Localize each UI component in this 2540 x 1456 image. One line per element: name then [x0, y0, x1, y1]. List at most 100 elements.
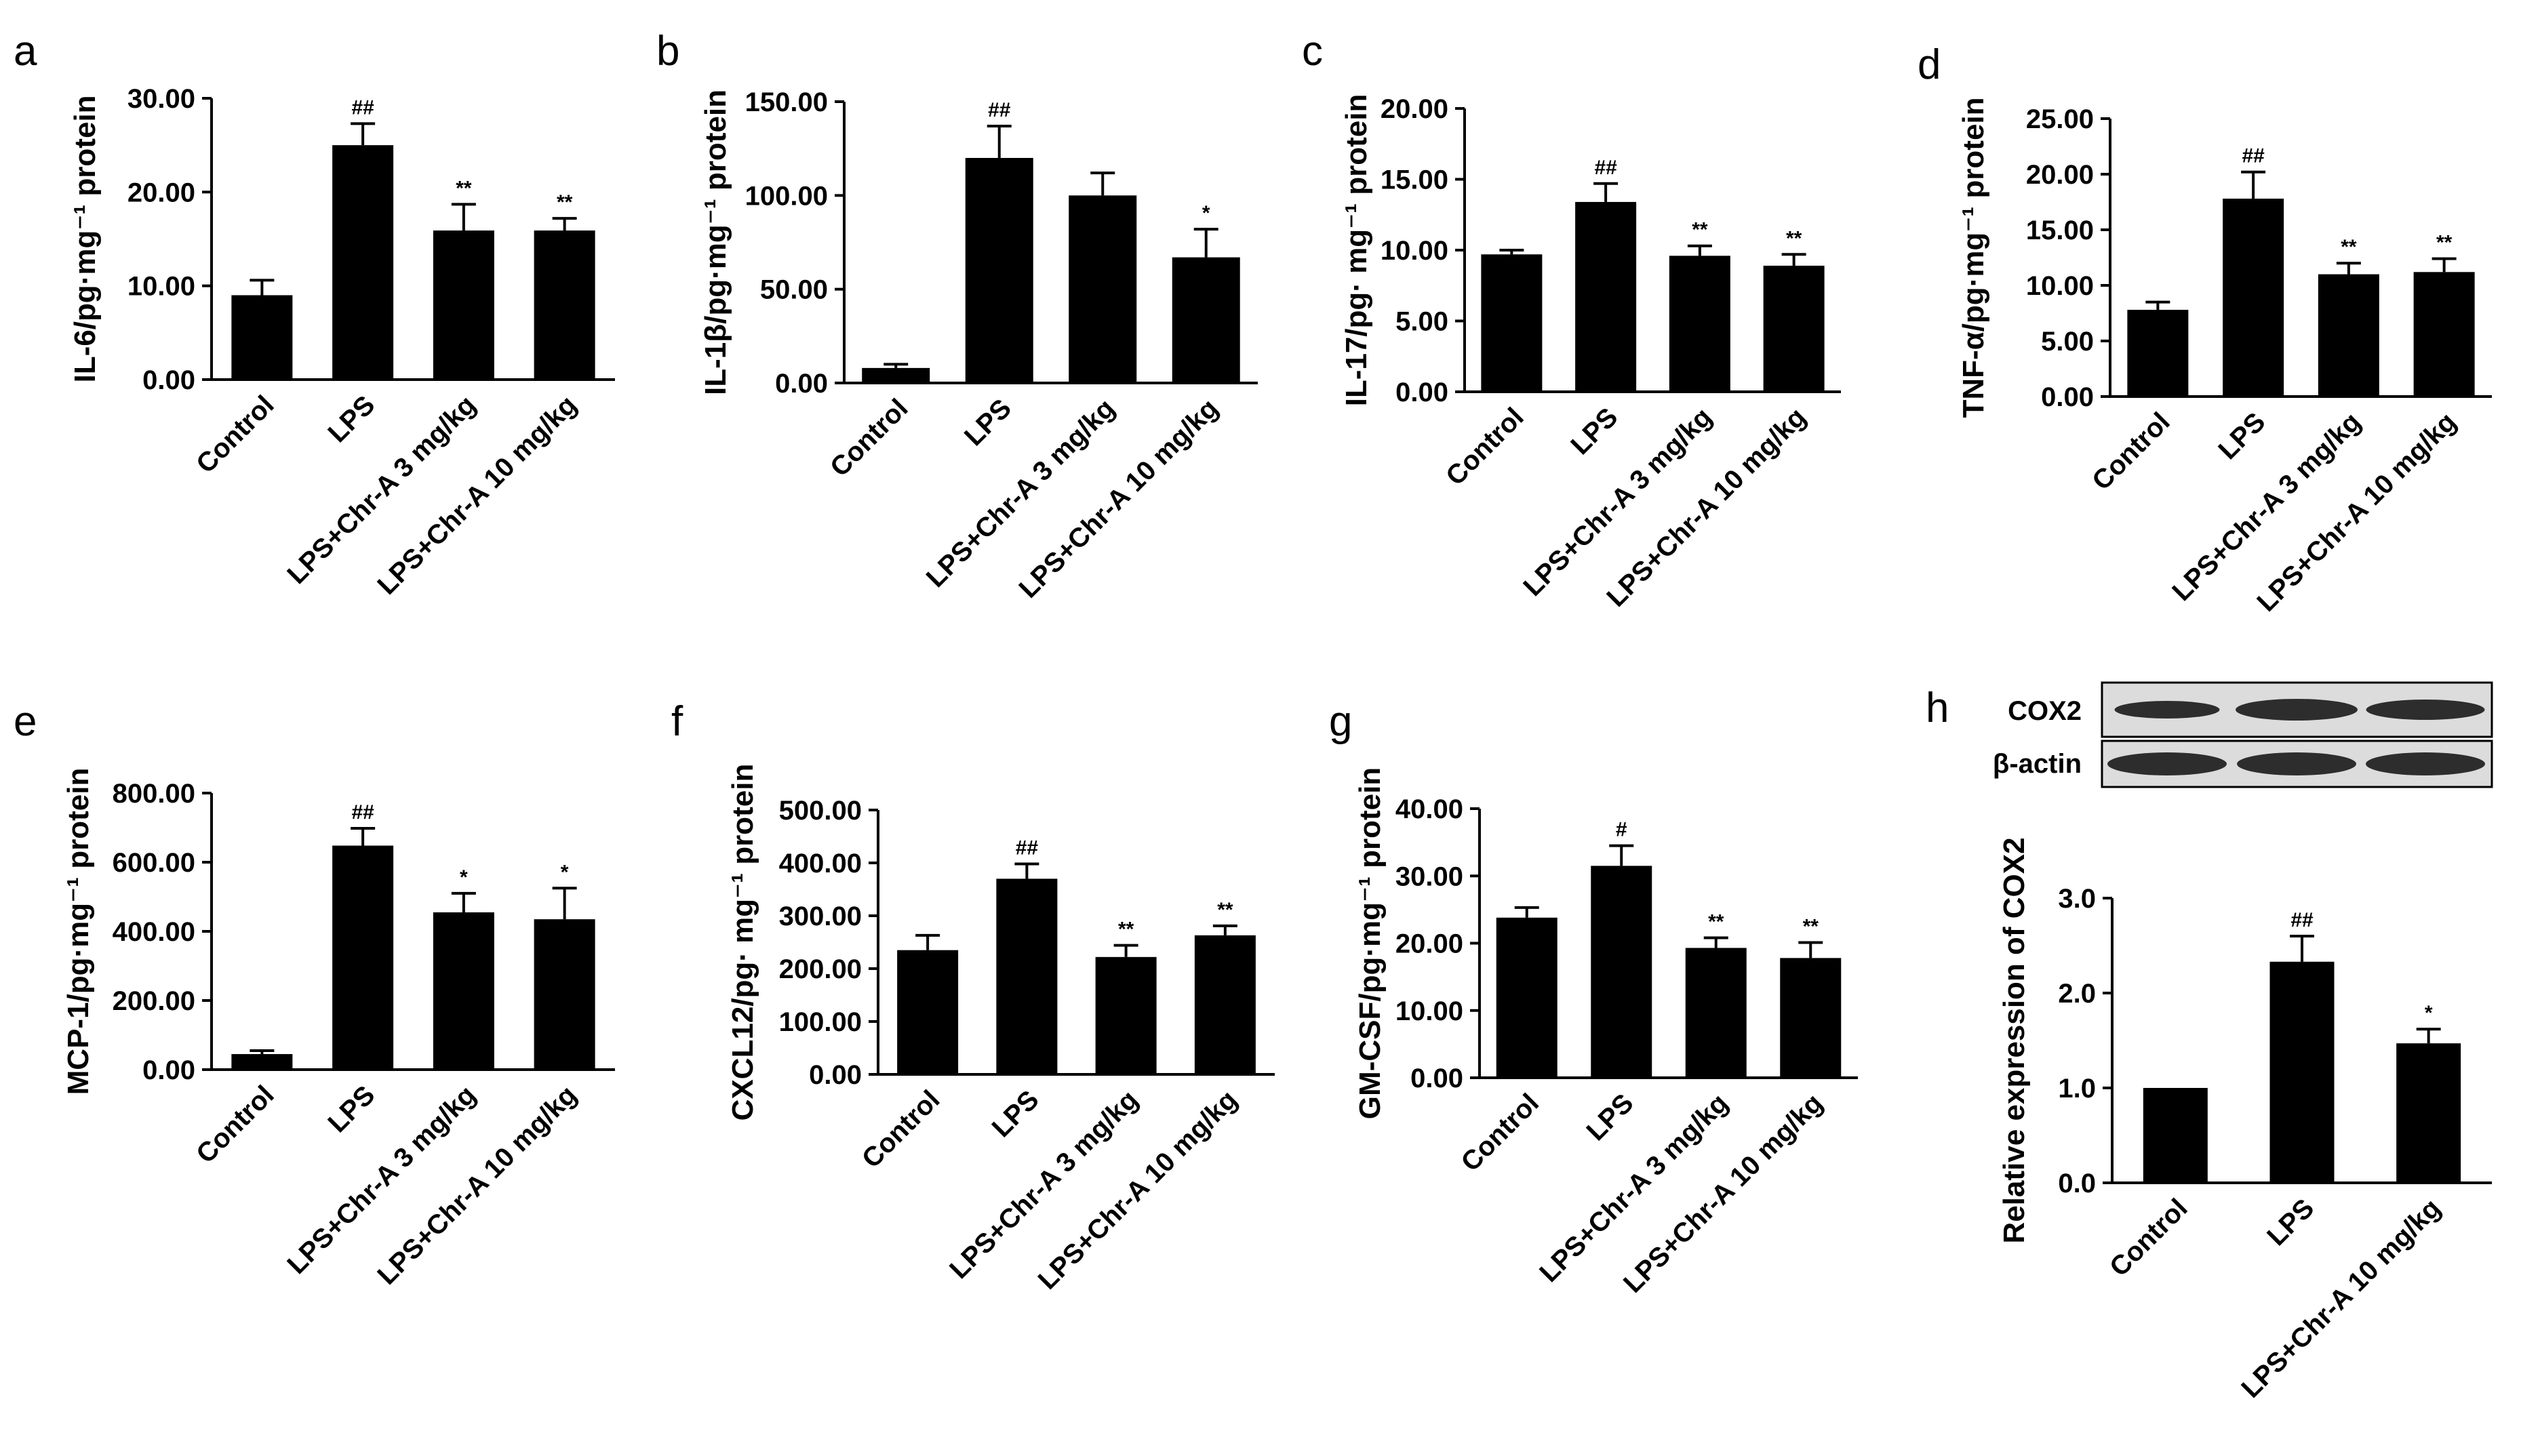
y-tick-label: 10.00: [127, 272, 195, 302]
bar: [1591, 866, 1652, 1078]
significance-mark: **: [1803, 916, 1819, 938]
panel-a-plot: 0.00 10.00 20.00 30.00 IL-6/pg·mg⁻¹ protein C…: [68, 84, 615, 601]
bar: [2318, 274, 2379, 397]
category-label: Control: [1455, 1088, 1545, 1177]
bar: [433, 230, 494, 380]
panel-f: f 0.00 100.00 200.00 300.00 400.00 500.00 CXCL…: [671, 698, 1275, 1295]
bar: [897, 950, 959, 1074]
bar: [862, 367, 930, 383]
significance-mark: **: [1217, 899, 1233, 921]
bar: [1685, 948, 1747, 1078]
category-label: LPS+Chr-A 10 mg/kg: [372, 1080, 582, 1291]
bar: [231, 1054, 293, 1070]
category-label: Control: [2086, 407, 2176, 496]
y-tick-label: 20.00: [1381, 94, 1448, 124]
category-label: LPS: [2261, 1193, 2320, 1251]
significance-mark: **: [1118, 918, 1134, 941]
y-axis-title: CXCL12/pg· mg⁻¹ protein: [726, 764, 759, 1121]
category-label: Control: [2104, 1193, 2194, 1282]
y-axis-title: TNF-α/pg·mg⁻¹ protein: [1957, 97, 1990, 418]
bar: [1481, 254, 1543, 392]
y-tick-label: 100.00: [779, 1007, 862, 1037]
significance-mark: **: [2341, 236, 2357, 258]
bar: [1172, 257, 1240, 383]
y-tick-label: 1.0: [2058, 1074, 2096, 1104]
y-tick-label: 200.00: [779, 954, 862, 984]
y-tick-label: 20.00: [127, 178, 195, 207]
panel-letter: h: [1926, 685, 1949, 731]
y-tick-label: 400.00: [113, 917, 195, 947]
panel-f-plot: 0.00 100.00 200.00 300.00 400.00 500.00 CXCL12…: [726, 764, 1275, 1295]
bar: [1780, 958, 1842, 1078]
panel-letter: g: [1329, 698, 1352, 745]
panel-letter: b: [656, 28, 679, 75]
significance-mark: *: [2425, 1002, 2433, 1024]
bar: [965, 158, 1033, 383]
significance-mark: ##: [351, 801, 374, 824]
bar: [1763, 265, 1825, 392]
y-tick-label: 10.00: [1381, 236, 1448, 266]
y-tick-label: 0.00: [142, 365, 195, 395]
bar: [1669, 256, 1730, 392]
y-tick-label: 15.00: [2026, 216, 2094, 245]
category-label: LPS+Chr-A 3 mg/kg: [944, 1085, 1144, 1285]
y-tick-label: 500.00: [779, 796, 862, 826]
blot-band-cox2: [2114, 701, 2220, 719]
y-tick-label: 3.0: [2058, 884, 2096, 914]
blot-band-beta-actin: [2366, 752, 2485, 775]
y-axis-title: MCP-1/pg·mg⁻¹ protein: [62, 768, 95, 1095]
y-tick-label: 20.00: [2026, 160, 2094, 190]
bar: [2143, 1088, 2208, 1183]
y-tick-label: 300.00: [779, 902, 862, 931]
y-axis-title: GM-CSF/pg·mg⁻¹ protein: [1353, 767, 1387, 1119]
bar: [332, 145, 394, 380]
bar: [1069, 195, 1137, 383]
bar: [332, 845, 394, 1070]
category-label: Control: [191, 390, 280, 479]
bar: [2269, 961, 2335, 1183]
blot-label-beta-actin: β-actin: [1993, 749, 2082, 779]
category-label: LPS+Chr-A 10 mg/kg: [1013, 393, 1224, 604]
panel-c-plot: 0.00 5.00 10.00 15.00 20.00 IL-17/pg· mg⁻¹ pr…: [1340, 94, 1841, 613]
panel-h-plot: 0.0 1.0 2.0 3.0 Relative expression of COX2 C…: [1998, 837, 2492, 1404]
blot-band-beta-actin: [2107, 752, 2227, 775]
panel-c: c 0.00 5.00 10.00 15.00 20.00 IL-17/pg· mg⁻¹ …: [1302, 28, 1841, 613]
category-label: Control: [1440, 402, 1530, 491]
blot-band-cox2: [2366, 700, 2485, 720]
significance-mark: ##: [351, 96, 374, 119]
significance-mark: ##: [988, 99, 1011, 121]
significance-mark: #: [1616, 819, 1627, 841]
category-label: LPS: [1565, 402, 1623, 460]
y-tick-label: 30.00: [1395, 862, 1463, 891]
significance-mark: **: [1708, 911, 1724, 933]
category-label: LPS+Chr-A 10 mg/kg: [372, 390, 582, 601]
significance-mark: *: [460, 866, 468, 889]
bar: [433, 912, 494, 1070]
y-tick-label: 20.00: [1395, 929, 1463, 959]
panel-letter: f: [671, 698, 683, 745]
bar: [2396, 1043, 2461, 1183]
bar: [1095, 956, 1157, 1074]
bar: [231, 295, 293, 380]
y-tick-label: 0.00: [1395, 378, 1448, 407]
y-tick-label: 0.00: [809, 1060, 862, 1090]
y-tick-label: 5.00: [1395, 307, 1448, 337]
y-tick-label: 2.0: [2058, 979, 2096, 1009]
y-tick-label: 40.00: [1395, 794, 1463, 824]
category-label: LPS: [987, 1085, 1045, 1143]
blot-band-beta-actin: [2237, 752, 2356, 775]
y-tick-label: 5.00: [2041, 327, 2094, 357]
category-label: LPS+Chr-A 3 mg/kg: [281, 1080, 481, 1280]
significance-mark: *: [561, 861, 569, 883]
category-label: LPS+Chr-A 3 mg/kg: [281, 390, 481, 590]
y-axis-title: IL-17/pg· mg⁻¹ protein: [1340, 94, 1373, 407]
y-axis-title: IL-1β/pg·mg⁻¹ protein: [699, 89, 732, 395]
category-label: Control: [856, 1085, 946, 1174]
blot-label-cox2: COX2: [2008, 696, 2082, 726]
panel-b: b 0.00 50.00 100.00 150.00 IL-1β/pg·mg⁻¹ pro…: [656, 28, 1258, 604]
y-tick-label: 0.0: [2058, 1169, 2096, 1198]
bar: [2127, 310, 2189, 397]
significance-mark: ##: [1594, 157, 1617, 179]
bar: [1575, 201, 1637, 392]
